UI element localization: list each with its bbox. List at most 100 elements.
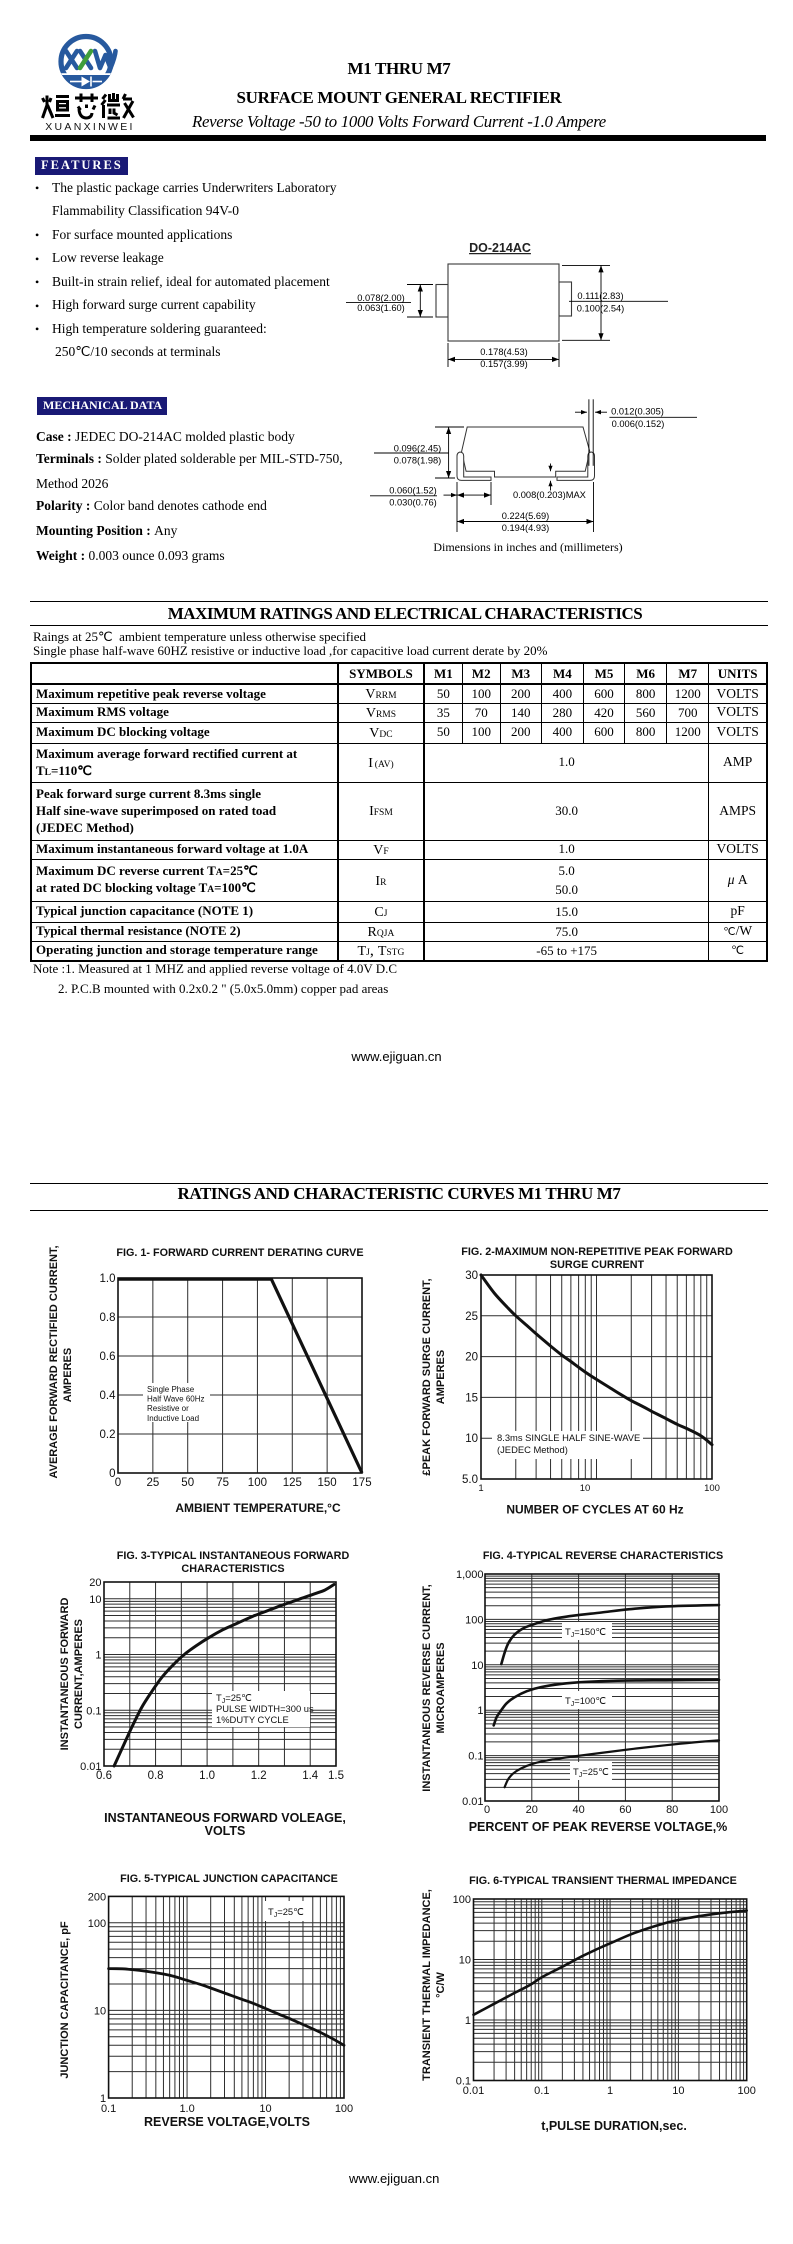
svg-text:0.157(3.99): 0.157(3.99) — [480, 359, 528, 369]
svg-text:5.0: 5.0 — [462, 1474, 478, 1486]
svg-text:Half Wave 60Hz: Half Wave 60Hz — [147, 1395, 205, 1404]
svg-text:0: 0 — [115, 1477, 121, 1489]
svg-text:TJ=150℃: TJ=150℃ — [565, 1626, 606, 1639]
svg-text:0.178(4.53): 0.178(4.53) — [480, 347, 528, 357]
svg-text:Single Phase: Single Phase — [147, 1385, 195, 1394]
svg-text:20: 20 — [526, 1804, 538, 1816]
svg-text:0.8: 0.8 — [148, 1770, 164, 1782]
svg-text:TJ=25℃: TJ=25℃ — [573, 1766, 609, 1779]
svg-text:0.006(0.152): 0.006(0.152) — [612, 419, 665, 429]
svg-text:TJ=25℃: TJ=25℃ — [268, 1906, 304, 1919]
svg-text:AMPERES: AMPERES — [62, 1348, 74, 1402]
svg-text:TJ=25℃: TJ=25℃ — [216, 1692, 252, 1705]
svg-text:°C/W: °C/W — [435, 1971, 447, 1997]
svg-text:0.1: 0.1 — [534, 2085, 549, 2097]
svg-text:1,000: 1,000 — [456, 1569, 484, 1581]
svg-text:JUNCTION CAPACITANCE, pF: JUNCTION CAPACITANCE, pF — [59, 1921, 71, 2079]
svg-text:0: 0 — [484, 1804, 490, 1816]
svg-text:FIG. 6-TYPICAL TRANSIENT THERM: FIG. 6-TYPICAL TRANSIENT THERMAL IMPEDAN… — [469, 1875, 737, 1887]
svg-text:125: 125 — [283, 1477, 302, 1489]
svg-text:0.6: 0.6 — [100, 1351, 116, 1363]
svg-text:FIG. 1- FORWARD CURRENT DERATI: FIG. 1- FORWARD CURRENT DERATING CURVE — [116, 1247, 363, 1259]
svg-text:25: 25 — [147, 1477, 160, 1489]
svg-text:NUMBER OF CYCLES AT 60 Hz: NUMBER OF CYCLES AT 60 Hz — [506, 1503, 683, 1517]
svg-text:150: 150 — [318, 1477, 337, 1489]
svg-text:(JEDEC Method): (JEDEC Method) — [497, 1444, 568, 1455]
svg-text:0.063(1.60): 0.063(1.60) — [357, 303, 405, 313]
svg-text:CHARACTERISTICS: CHARACTERISTICS — [181, 1563, 284, 1575]
svg-text:50: 50 — [181, 1477, 194, 1489]
svg-text:1: 1 — [477, 1705, 483, 1717]
svg-text:FIG. 2-MAXIMUM NON-REPETITIVE: FIG. 2-MAXIMUM NON-REPETITIVE PEAK FORWA… — [461, 1246, 733, 1258]
svg-text:0.078(1.98): 0.078(1.98) — [394, 455, 442, 465]
svg-text:100: 100 — [88, 1918, 106, 1930]
svg-text:1.4: 1.4 — [302, 1770, 319, 1782]
svg-text:100: 100 — [710, 1804, 728, 1816]
svg-text:10: 10 — [580, 1483, 591, 1494]
svg-text:0.030(0.76): 0.030(0.76) — [389, 497, 437, 507]
svg-text:INSTANTANEOUS REVERSE CURRENT,: INSTANTANEOUS REVERSE CURRENT, — [421, 1584, 433, 1791]
svg-text:10: 10 — [471, 1660, 483, 1672]
svg-text:100: 100 — [704, 1483, 720, 1494]
svg-text:VOLTS: VOLTS — [205, 1824, 246, 1838]
svg-text:FIG. 5-TYPICAL JUNCTION CAPACI: FIG. 5-TYPICAL JUNCTION CAPACITANCE — [120, 1873, 338, 1885]
svg-text:100: 100 — [738, 2085, 756, 2097]
svg-text:PULSE WIDTH=300 us: PULSE WIDTH=300 us — [216, 1703, 314, 1714]
svg-text:0.6: 0.6 — [96, 1770, 112, 1782]
svg-text:TJ=100℃: TJ=100℃ — [565, 1695, 606, 1708]
svg-text:1.0: 1.0 — [199, 1770, 215, 1782]
svg-text:200: 200 — [88, 1891, 106, 1903]
svg-text:1: 1 — [478, 1483, 483, 1494]
svg-text:REVERSE VOLTAGE,VOLTS: REVERSE VOLTAGE,VOLTS — [144, 2115, 310, 2129]
svg-text:0.111(2.83): 0.111(2.83) — [577, 291, 623, 301]
svg-text:INSTANTANEOUS FORWARD VOLEAGE,: INSTANTANEOUS FORWARD VOLEAGE, — [104, 1811, 346, 1825]
svg-text:£PEAK FORWARD SURGE CURRENT,: £PEAK FORWARD SURGE CURRENT, — [421, 1278, 433, 1475]
svg-text:0.194(4.93): 0.194(4.93) — [502, 523, 550, 533]
svg-text:100: 100 — [453, 1894, 471, 1906]
svg-text:0.1: 0.1 — [468, 1751, 483, 1763]
svg-text:TRANSIENT THERMAL IMPEDANCE,: TRANSIENT THERMAL IMPEDANCE, — [421, 1889, 433, 2081]
svg-text:AVERAGE FORWARD RECTIFIED CURR: AVERAGE FORWARD RECTIFIED CURRENT, — [48, 1245, 60, 1478]
svg-text:1.0: 1.0 — [179, 2103, 194, 2115]
svg-text:MICROAMPERES: MICROAMPERES — [435, 1642, 447, 1733]
svg-text:1.5: 1.5 — [328, 1770, 344, 1782]
svg-text:40: 40 — [572, 1804, 584, 1816]
svg-text:10: 10 — [459, 1955, 471, 1967]
svg-text:AMBIENT TEMPERATURE,°C: AMBIENT TEMPERATURE,°C — [175, 1501, 341, 1515]
svg-text:0.096(2.45): 0.096(2.45) — [394, 444, 442, 454]
svg-text:INSTANTANEOUS FORWARD: INSTANTANEOUS FORWARD — [59, 1598, 71, 1751]
svg-text:0.4: 0.4 — [100, 1390, 117, 1402]
svg-text:0.078(2.00): 0.078(2.00) — [357, 293, 405, 303]
svg-text:1.0: 1.0 — [100, 1273, 116, 1285]
svg-text:0.1: 0.1 — [86, 1705, 101, 1717]
svg-text:1.2: 1.2 — [251, 1770, 267, 1782]
svg-text:PERCENT OF PEAK REVERSE VOLTAG: PERCENT OF PEAK REVERSE VOLTAGE,% — [469, 1820, 728, 1834]
svg-text:0.224(5.69): 0.224(5.69) — [502, 511, 550, 521]
svg-text:AMPERES: AMPERES — [435, 1350, 447, 1404]
svg-text:CURRENT,AMPERES: CURRENT,AMPERES — [73, 1619, 85, 1729]
svg-text:1: 1 — [100, 2093, 106, 2105]
svg-text:Resistive or: Resistive or — [147, 1404, 189, 1413]
svg-text:20: 20 — [465, 1352, 478, 1364]
svg-text:10: 10 — [89, 1594, 101, 1606]
svg-text:10: 10 — [672, 2085, 684, 2097]
svg-text:0.1: 0.1 — [456, 2076, 471, 2088]
svg-text:0.01: 0.01 — [80, 1761, 101, 1773]
svg-text:Inductive Load: Inductive Load — [147, 1414, 199, 1423]
svg-text:0: 0 — [109, 1468, 115, 1480]
svg-text:10: 10 — [465, 1433, 478, 1445]
svg-text:0.060(1.52): 0.060(1.52) — [389, 485, 437, 495]
svg-text:t,PULSE DURATION,sec.: t,PULSE DURATION,sec. — [541, 2119, 687, 2133]
svg-text:80: 80 — [666, 1804, 678, 1816]
svg-text:FIG. 4-TYPICAL REVERSE CHARACT: FIG. 4-TYPICAL REVERSE CHARACTERISTICS — [483, 1550, 723, 1562]
svg-text:10: 10 — [94, 2005, 106, 2017]
svg-text:0.01: 0.01 — [463, 2085, 484, 2097]
svg-text:1%DUTY CYCLE: 1%DUTY CYCLE — [216, 1714, 289, 1725]
svg-text:FIG. 3-TYPICAL INSTANTANEOUS F: FIG. 3-TYPICAL INSTANTANEOUS FORWARD — [117, 1550, 350, 1562]
svg-text:100: 100 — [465, 1614, 483, 1626]
svg-text:30: 30 — [465, 1270, 478, 1282]
svg-text:1: 1 — [95, 1650, 101, 1662]
svg-text:1: 1 — [607, 2085, 613, 2097]
svg-text:15: 15 — [465, 1392, 478, 1404]
svg-text:0.008(0.203)MAX: 0.008(0.203)MAX — [513, 490, 586, 500]
